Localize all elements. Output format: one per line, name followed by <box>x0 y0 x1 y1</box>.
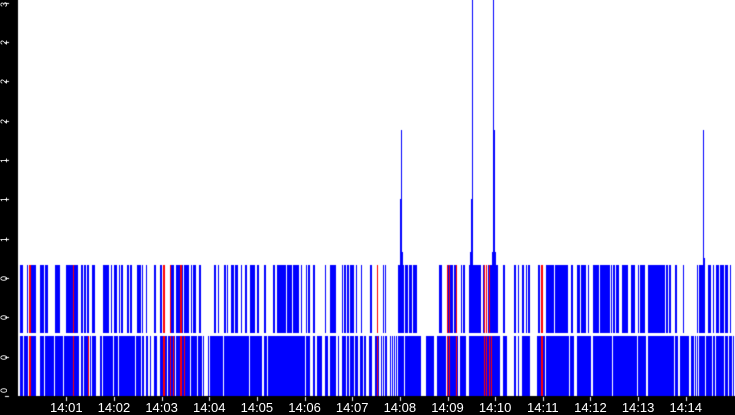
chart-plot-canvas <box>0 0 735 415</box>
